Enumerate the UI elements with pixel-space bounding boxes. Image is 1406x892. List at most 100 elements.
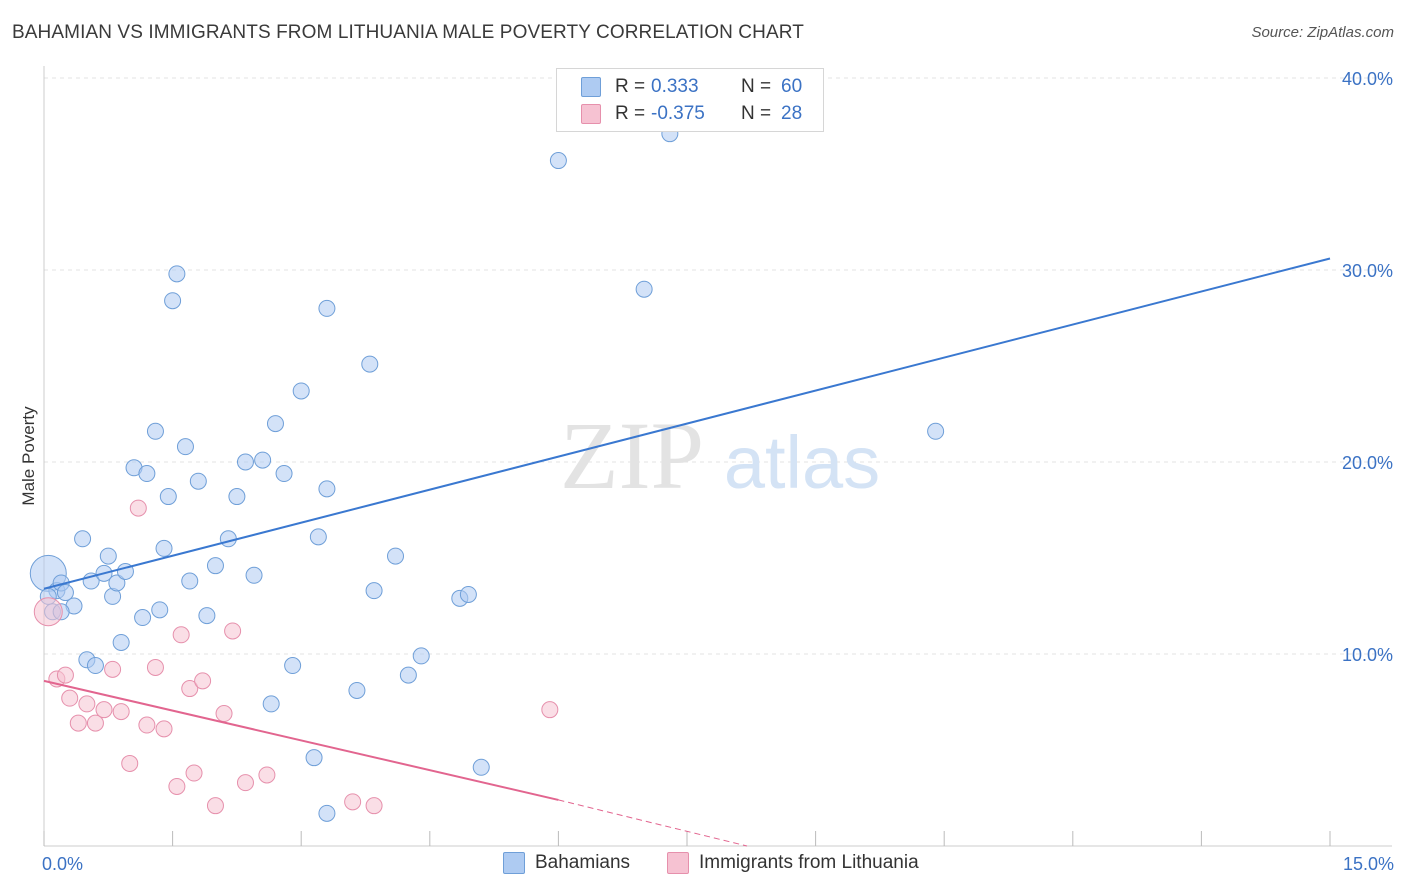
bahamians-point bbox=[155, 539, 173, 557]
lithuania-point bbox=[236, 774, 254, 792]
lithuania-point bbox=[344, 793, 362, 811]
bahamians-point bbox=[309, 528, 327, 546]
bahamians-point bbox=[412, 647, 430, 665]
bahamians-point bbox=[219, 530, 237, 548]
bahamians-point bbox=[305, 749, 323, 767]
x-tick-label: 15.0% bbox=[1343, 854, 1394, 874]
bahamians-point bbox=[99, 547, 117, 565]
correlation-legend: R = 0.333 N = 60 R = -0.375 N = 28 bbox=[556, 68, 824, 132]
lithuania-point bbox=[541, 701, 559, 719]
bahamians-point bbox=[245, 566, 263, 584]
legend-item-lithuania: Immigrants from Lithuania bbox=[667, 852, 919, 874]
legend-row-lithuania: R = -0.375 N = 28 bbox=[581, 102, 802, 126]
bahamians-point bbox=[275, 465, 293, 483]
bahamians-point bbox=[228, 488, 246, 506]
y-tick-label: 30.0% bbox=[1342, 261, 1393, 281]
bahamians-point bbox=[168, 265, 186, 283]
lithuania-point bbox=[194, 672, 212, 690]
legend-r-label: R = bbox=[615, 103, 646, 124]
bahamians-point bbox=[549, 152, 567, 170]
lithuania-point bbox=[61, 689, 79, 707]
lithuania-point bbox=[95, 701, 113, 719]
legend-swatch-blue bbox=[581, 77, 601, 97]
legend-swatch-pink bbox=[581, 104, 601, 124]
lithuania-point bbox=[206, 797, 224, 815]
lithuania-point bbox=[185, 764, 203, 782]
lithuania-trend-line bbox=[43, 679, 559, 801]
legend-row-bahamians: R = 0.333 N = 60 bbox=[581, 75, 802, 99]
bahamians-point bbox=[318, 480, 336, 498]
lithuania-point bbox=[129, 499, 147, 517]
lithuania-point bbox=[155, 720, 173, 738]
bahamians-point bbox=[635, 280, 653, 298]
bahamians-point bbox=[284, 657, 302, 675]
lithuania-point bbox=[181, 680, 199, 698]
bahamians-point bbox=[266, 415, 284, 433]
bahamians-point bbox=[74, 530, 92, 548]
x-tick-label: 0.0% bbox=[42, 854, 83, 874]
bahamians-point bbox=[108, 574, 126, 592]
bahamians-point bbox=[56, 584, 74, 602]
y-tick-label: 10.0% bbox=[1342, 645, 1393, 665]
bahamians-point bbox=[176, 438, 194, 456]
lithuania-point bbox=[168, 777, 186, 795]
lithuania-point bbox=[56, 666, 74, 684]
legend-swatch-pink bbox=[667, 852, 689, 874]
bahamians-point bbox=[134, 609, 152, 627]
chart-title: BAHAMIAN VS IMMIGRANTS FROM LITHUANIA MA… bbox=[12, 22, 804, 43]
lithuania-point bbox=[365, 797, 383, 815]
legend-n-label: N = bbox=[741, 103, 772, 124]
lithuania-point bbox=[86, 714, 104, 732]
bahamians-point bbox=[86, 657, 104, 675]
bahamians-point bbox=[348, 681, 366, 699]
bahamians-trend-line bbox=[43, 257, 1331, 590]
watermark-zip: ZIP bbox=[560, 402, 704, 509]
bahamians-point bbox=[254, 451, 272, 469]
lithuania-point bbox=[104, 660, 122, 678]
lithuania-point bbox=[258, 766, 276, 784]
lithuania-point bbox=[215, 705, 233, 723]
lithuania-trend-line bbox=[558, 799, 748, 847]
lithuania-point bbox=[172, 626, 190, 644]
bahamians-point bbox=[361, 355, 379, 373]
bahamians-point bbox=[198, 607, 216, 625]
lithuania-point bbox=[146, 658, 164, 676]
legend-r-value: -0.375 bbox=[651, 103, 705, 124]
bahamians-point bbox=[236, 453, 254, 471]
lithuania-point bbox=[78, 695, 96, 713]
series-legend: Bahamians Immigrants from Lithuania bbox=[0, 852, 1406, 878]
legend-label-bahamians: Bahamians bbox=[535, 852, 631, 873]
lithuania-point bbox=[121, 754, 139, 772]
bahamians-point bbox=[365, 582, 383, 600]
legend-r-label: R = bbox=[615, 76, 646, 97]
legend-item-bahamians: Bahamians bbox=[503, 852, 630, 874]
y-tick-label: 20.0% bbox=[1342, 453, 1393, 473]
lithuania-point bbox=[112, 703, 130, 721]
bahamians-point bbox=[927, 422, 945, 440]
bahamians-point bbox=[138, 465, 156, 483]
y-tick-label: 40.0% bbox=[1342, 69, 1393, 89]
bahamians-point bbox=[181, 572, 199, 590]
bahamians-point bbox=[112, 633, 130, 651]
source-label: Source: ZipAtlas.com bbox=[1251, 24, 1394, 41]
lithuania-point bbox=[138, 716, 156, 734]
bahamians-point bbox=[399, 666, 417, 684]
legend-r-value: 0.333 bbox=[651, 76, 699, 97]
bahamians-point bbox=[459, 585, 477, 603]
watermark-atlas: atlas bbox=[724, 421, 880, 504]
legend-n-value: 28 bbox=[781, 103, 803, 124]
bahamians-point bbox=[318, 804, 336, 822]
bahamians-point bbox=[151, 601, 169, 619]
legend-swatch-blue bbox=[503, 852, 525, 874]
lithuania-point bbox=[33, 597, 63, 627]
y-axis-label: Male Poverty bbox=[19, 406, 38, 506]
bahamians-point bbox=[164, 292, 182, 310]
bahamians-point bbox=[159, 488, 177, 506]
bahamians-point bbox=[387, 547, 405, 565]
bahamians-point bbox=[472, 758, 490, 776]
legend-label-lithuania: Immigrants from Lithuania bbox=[699, 852, 919, 873]
bahamians-point bbox=[262, 695, 280, 713]
bahamians-point bbox=[292, 382, 310, 400]
bahamians-point bbox=[206, 557, 224, 575]
